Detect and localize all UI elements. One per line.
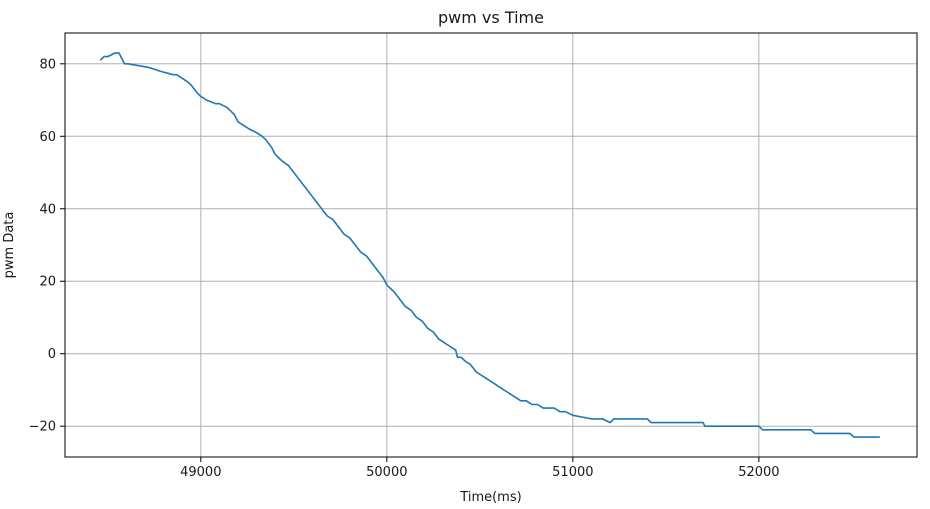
y-tick-label: 60 <box>39 130 56 145</box>
x-tick-label: 50000 <box>366 465 407 480</box>
y-tick-label: −20 <box>29 420 56 435</box>
y-tick-label: 20 <box>39 275 56 290</box>
plot-frame <box>64 32 918 458</box>
series-layer <box>99 52 880 438</box>
x-tick-label: 52000 <box>738 465 779 480</box>
y-tick-label: 80 <box>39 57 56 72</box>
y-axis-label: pwm Data <box>2 212 17 279</box>
series-line <box>99 52 880 438</box>
tick-layer: 49000 50000 51000 52000 −20 0 20 40 60 80 <box>29 57 780 480</box>
x-axis-label: Time(ms) <box>459 490 521 505</box>
chart-title: pwm vs Time <box>438 8 544 27</box>
x-tick-label: 49000 <box>180 465 221 480</box>
x-tick-label: 51000 <box>552 465 593 480</box>
y-tick-label: 40 <box>39 202 56 217</box>
y-tick-label: 0 <box>48 347 56 362</box>
grid-layer <box>65 33 917 457</box>
